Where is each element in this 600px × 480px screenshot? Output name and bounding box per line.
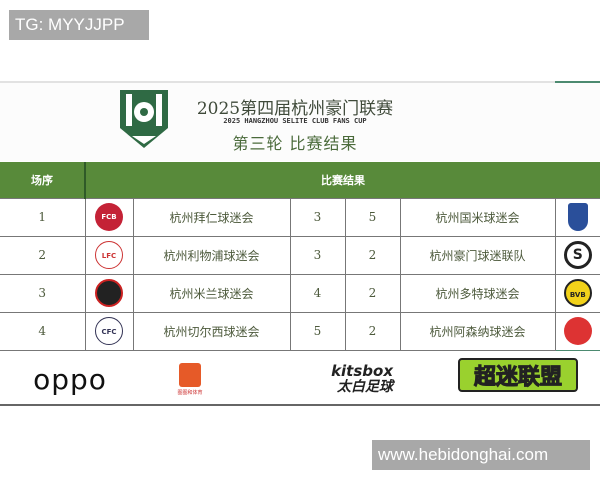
- liverpool-badge-icon: LFC: [95, 241, 123, 269]
- table-row: 4 CFC 杭州切尔西球迷会 5 2 杭州阿森纳球迷会: [0, 311, 600, 351]
- tutu-logo: 图图和体育: [170, 352, 210, 406]
- milan-badge-icon: [95, 279, 123, 307]
- table-row: 2 LFC 杭州利物浦球迷会 3 2 杭州豪门球迷联队 S: [0, 235, 600, 275]
- away-team: 杭州阿森纳球迷会: [400, 311, 556, 351]
- sponsor-bar: oppo 图图和体育 kitsbox 太白足球 超迷联盟: [0, 352, 600, 406]
- tutu-caption: 图图和体育: [177, 389, 203, 396]
- away-team: 杭州豪门球迷联队: [400, 235, 556, 275]
- league-shield-logo: [120, 90, 168, 148]
- away-score: 2: [345, 235, 401, 275]
- inter-badge-icon: [567, 203, 588, 231]
- match-order: 3: [0, 273, 86, 313]
- results-table: 场序 比赛结果 1 FCB 杭州拜仁球迷会 3 5 杭州国米球迷会 2 LFC …: [0, 162, 600, 351]
- bayern-badge-icon: FCB: [95, 203, 123, 231]
- kitsbox-logo: kitsbox 太白足球: [268, 352, 393, 406]
- table-header-row: 场序 比赛结果: [0, 162, 600, 198]
- oppo-logo: oppo: [33, 362, 107, 396]
- bvb-badge-icon: BVB: [563, 279, 592, 307]
- round-title: 第三轮 比赛结果: [232, 134, 358, 153]
- away-team: 杭州多特球迷会: [400, 273, 556, 313]
- home-team: 杭州米兰球迷会: [133, 273, 291, 313]
- table-row: 1 FCB 杭州拜仁球迷会 3 5 杭州国米球迷会: [0, 197, 600, 237]
- chelsea-badge-icon: CFC: [95, 317, 123, 345]
- divider-accent: [555, 81, 600, 83]
- away-score: 2: [345, 273, 401, 313]
- league-title: 2025第四届杭州豪门联赛: [196, 99, 394, 119]
- league-subtitle: 2025 HANGZHOU SELITE CLUB FANS CUP: [223, 117, 367, 125]
- arsenal-badge-icon: [563, 317, 592, 345]
- header-result: 比赛结果: [85, 162, 600, 198]
- match-order: 2: [0, 235, 86, 275]
- match-order: 1: [0, 197, 86, 237]
- taibai-text: 太白足球: [337, 378, 393, 395]
- cube-icon: [179, 362, 201, 387]
- haomen-badge-icon: S: [563, 241, 592, 269]
- divider: [0, 81, 600, 83]
- away-team: 杭州国米球迷会: [400, 197, 556, 237]
- away-score: 2: [345, 311, 401, 351]
- home-score: 4: [290, 273, 346, 313]
- header-banner: [0, 83, 600, 161]
- home-score: 5: [290, 311, 346, 351]
- home-team: 杭州利物浦球迷会: [133, 235, 291, 275]
- home-team: 杭州切尔西球迷会: [133, 311, 291, 351]
- home-team: 杭州拜仁球迷会: [133, 197, 291, 237]
- away-score: 5: [345, 197, 401, 237]
- match-order: 4: [0, 311, 86, 351]
- header-order: 场序: [0, 162, 86, 198]
- kitsbox-text: kitsbox: [331, 361, 393, 380]
- home-score: 3: [290, 197, 346, 237]
- watermark-site: www.hebidonghai.com: [372, 440, 590, 470]
- table-row: 3 杭州米兰球迷会 4 2 杭州多特球迷会 BVB: [0, 273, 600, 313]
- home-score: 3: [290, 235, 346, 275]
- chaomi-logo: 超迷联盟: [458, 358, 578, 392]
- watermark-tg: TG: MYYJJPP: [9, 10, 149, 40]
